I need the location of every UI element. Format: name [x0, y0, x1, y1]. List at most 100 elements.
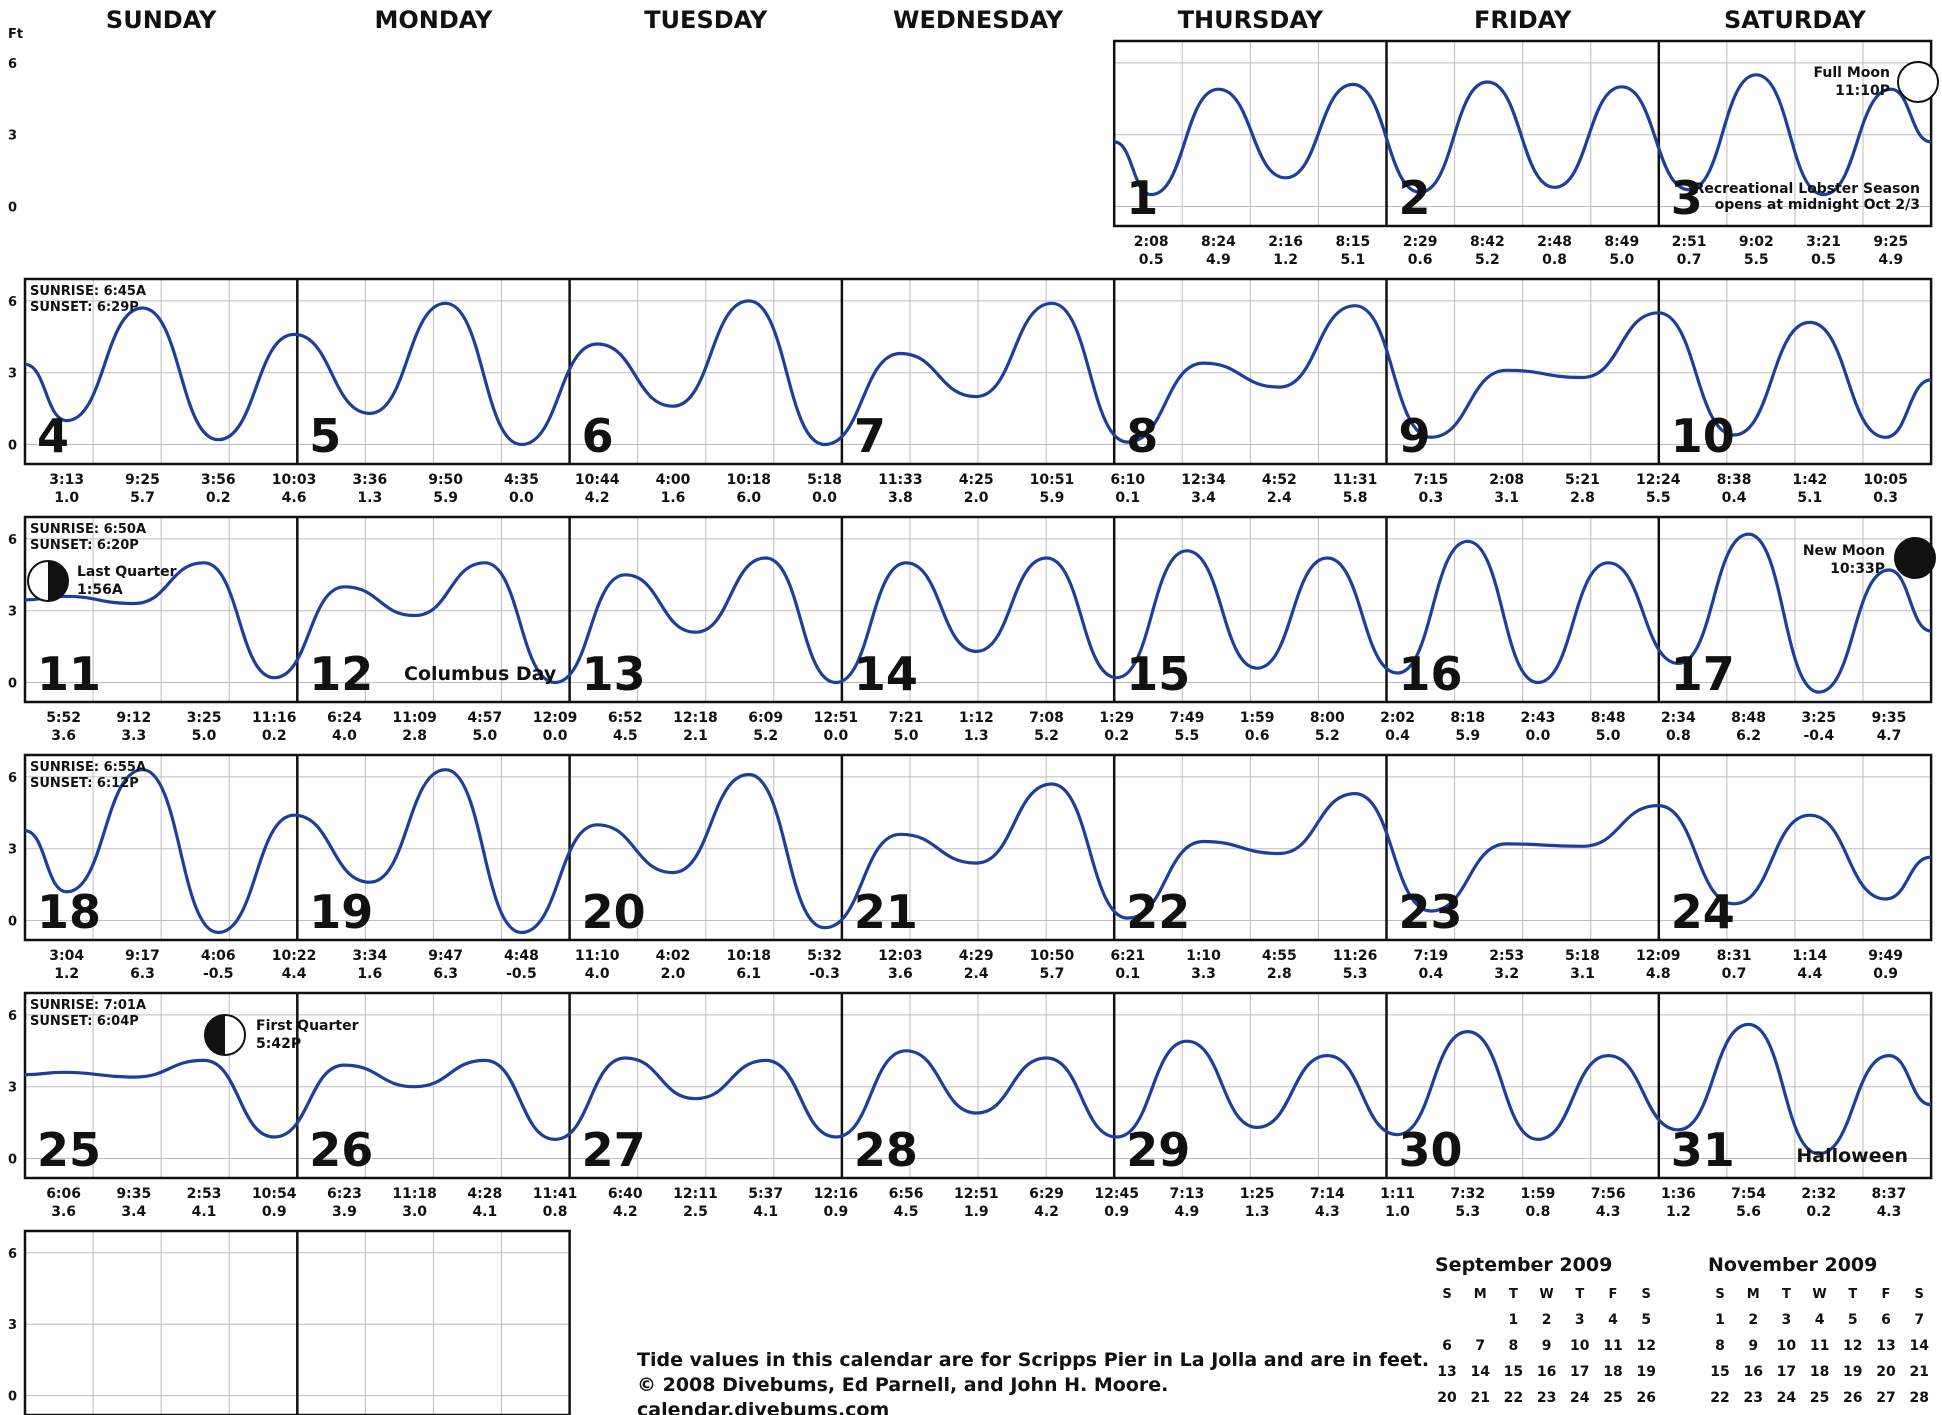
footer-line: calendar.divebums.com — [637, 1399, 889, 1415]
tide-height: 0.8 — [543, 1204, 568, 1220]
tide-height: 4.3 — [1596, 1204, 1621, 1220]
mini-calendar-day: 15 — [1504, 1364, 1523, 1380]
tide-height: -0.5 — [506, 966, 537, 982]
tide-height: 0.1 — [1115, 490, 1140, 506]
tide-time: 1:42 — [1792, 472, 1827, 488]
tide-height: 5.7 — [130, 490, 155, 506]
date-number: 19 — [309, 885, 373, 939]
moon-shade — [205, 1015, 225, 1055]
tide-height: 0.6 — [1245, 728, 1270, 744]
tide-height: 3.1 — [1570, 966, 1595, 982]
tide-time: 2:53 — [187, 1186, 222, 1202]
tide-height: 5.2 — [1475, 252, 1500, 268]
mini-calendar-dow: M — [1747, 1287, 1760, 1302]
tide-time: 8:38 — [1717, 472, 1752, 488]
day-header-thursday: THURSDAY — [1178, 6, 1324, 34]
tide-height: 3.4 — [1191, 490, 1216, 506]
tide-height: 4.8 — [1646, 966, 1671, 982]
date-number: 17 — [1671, 647, 1735, 701]
tide-height: 2.5 — [683, 1204, 708, 1220]
tide-time: 6:09 — [748, 710, 783, 726]
day-header-wednesday: WEDNESDAY — [893, 6, 1064, 34]
tide-time: 3:04 — [49, 948, 84, 964]
week-5: 6306:063.69:353.42:534.110:540.96:233.91… — [8, 991, 1933, 1220]
tide-height: 5.9 — [433, 490, 458, 506]
tide-curve-week-1 — [1113, 73, 1932, 197]
week-rows: 6302:080.58:244.92:161.28:155.12:290.68:… — [8, 39, 1939, 1415]
tide-height: -0.5 — [203, 966, 234, 982]
tide-height: 0.4 — [1722, 490, 1747, 506]
sunset-label: SUNSET: 6:20P — [30, 538, 139, 553]
tide-height: 4.1 — [472, 1204, 497, 1220]
tide-height: 0.2 — [1806, 1204, 1831, 1220]
tide-time: 6:24 — [327, 710, 362, 726]
sunset-label: SUNSET: 6:29P — [30, 300, 139, 315]
mini-calendar-dow: S — [1915, 1287, 1924, 1302]
first-quarter-time: 5:42P — [256, 1036, 301, 1052]
y-tick-label: 0 — [8, 1153, 17, 1168]
mini-calendar-dow: S — [1642, 1287, 1651, 1302]
tide-height: 1.6 — [661, 490, 686, 506]
tide-height: 5.0 — [1596, 728, 1621, 744]
mini-calendar-day: 4 — [1815, 1312, 1825, 1328]
grid-4 — [23, 753, 1933, 942]
tide-time: 12:45 — [1094, 1186, 1139, 1202]
tide-height: 3.6 — [51, 1204, 76, 1220]
mini-calendar-day: 10 — [1570, 1338, 1590, 1354]
y-tick-label: 6 — [8, 533, 17, 548]
tide-height: 4.1 — [753, 1204, 778, 1220]
tide-time: 4:06 — [201, 948, 236, 964]
mini-calendar-day: 18 — [1810, 1364, 1829, 1380]
tide-time: 5:18 — [807, 472, 842, 488]
tide-time: 11:09 — [392, 710, 437, 726]
tide-time: 3:36 — [352, 472, 387, 488]
tide-height: 1.2 — [1666, 1204, 1691, 1220]
mini-calendar-day: 4 — [1608, 1312, 1618, 1328]
date-number: 31 — [1671, 1123, 1735, 1177]
tide-time: 2:08 — [1134, 234, 1169, 250]
tide-height: 5.5 — [1646, 490, 1671, 506]
tide-time: 12:51 — [954, 1186, 999, 1202]
tide-height: 5.2 — [1315, 728, 1340, 744]
tide-time: 1:12 — [959, 710, 994, 726]
tide-time: 3:34 — [352, 948, 387, 964]
tide-height: 0.4 — [1418, 966, 1443, 982]
grid-5 — [23, 991, 1933, 1180]
date-number: 29 — [1126, 1123, 1190, 1177]
tide-height: 4.3 — [1315, 1204, 1340, 1220]
tide-time: 9:49 — [1868, 948, 1903, 964]
date-number: 6 — [582, 409, 614, 463]
new-moon-time: 10:33P — [1830, 561, 1885, 577]
week-frame — [23, 753, 1933, 942]
y-tick-label: 0 — [8, 915, 17, 930]
tide-height: 2.8 — [1570, 490, 1595, 506]
mini-calendar-day: 8 — [1715, 1338, 1725, 1354]
tide-height: 0.2 — [262, 728, 287, 744]
y-tick-label: 3 — [8, 1318, 17, 1333]
mini-calendar-dow: F — [1882, 1287, 1891, 1302]
tide-time: 12:51 — [814, 710, 859, 726]
y-tick-label: 0 — [8, 1390, 17, 1405]
tide-height: 0.2 — [206, 490, 231, 506]
tide-height: 5.7 — [1040, 966, 1065, 982]
tide-time: 6:23 — [327, 1186, 362, 1202]
mini-calendar-day: 7 — [1914, 1312, 1924, 1328]
tide-height: 0.0 — [543, 728, 568, 744]
tide-time: 7:08 — [1029, 710, 1064, 726]
tide-height: 0.8 — [1526, 1204, 1551, 1220]
tide-time: 12:11 — [673, 1186, 718, 1202]
y-tick-label: 0 — [8, 677, 17, 692]
date-number: 18 — [37, 885, 101, 939]
y-tick-label: 6 — [8, 771, 17, 786]
mini-calendar-day: 6 — [1881, 1312, 1891, 1328]
new-moon-label: New Moon — [1803, 543, 1885, 559]
tide-height: 3.8 — [888, 490, 913, 506]
tide-time: 4:57 — [467, 710, 502, 726]
footer-line: Tide values in this calendar are for Scr… — [637, 1349, 1429, 1371]
tide-height: 3.6 — [51, 728, 76, 744]
tide-time: 7:19 — [1413, 948, 1448, 964]
tide-height: 3.0 — [402, 1204, 427, 1220]
sunset-label: SUNSET: 6:04P — [30, 1014, 139, 1029]
mini-calendar-day: 17 — [1570, 1364, 1589, 1380]
y-unit-label: Ft — [8, 27, 23, 42]
